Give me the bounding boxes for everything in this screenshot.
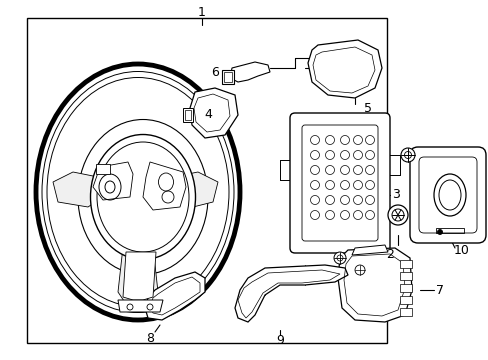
Text: 1: 1 — [198, 5, 205, 18]
FancyBboxPatch shape — [289, 113, 389, 253]
Ellipse shape — [36, 64, 240, 320]
Bar — [183, 108, 193, 122]
FancyBboxPatch shape — [409, 147, 485, 243]
Ellipse shape — [437, 230, 442, 234]
Polygon shape — [168, 172, 218, 207]
Text: 8: 8 — [146, 332, 154, 345]
Ellipse shape — [78, 120, 207, 274]
Text: 6: 6 — [211, 66, 219, 78]
Polygon shape — [93, 162, 133, 200]
Polygon shape — [118, 300, 163, 312]
Text: 4: 4 — [203, 108, 211, 122]
Ellipse shape — [127, 304, 133, 310]
Ellipse shape — [354, 265, 364, 275]
Bar — [399, 296, 411, 304]
Bar — [435, 228, 463, 233]
Bar — [184, 110, 191, 120]
Ellipse shape — [391, 209, 403, 221]
Text: 3: 3 — [391, 189, 399, 202]
Bar — [399, 284, 411, 292]
Polygon shape — [229, 62, 269, 82]
Text: 5: 5 — [363, 102, 371, 114]
Bar — [399, 272, 411, 280]
Bar — [399, 260, 411, 268]
Text: 2: 2 — [385, 248, 393, 261]
Polygon shape — [145, 272, 204, 320]
Polygon shape — [190, 88, 238, 138]
Ellipse shape — [147, 304, 153, 310]
Polygon shape — [142, 162, 185, 210]
Polygon shape — [307, 40, 381, 98]
Bar — [222, 70, 234, 84]
Bar — [27, 18, 386, 343]
Ellipse shape — [404, 152, 411, 158]
Polygon shape — [53, 172, 103, 207]
Polygon shape — [337, 248, 411, 322]
Bar — [96, 164, 110, 174]
Polygon shape — [118, 247, 158, 307]
Ellipse shape — [333, 252, 346, 264]
Bar — [399, 308, 411, 316]
Ellipse shape — [387, 205, 407, 225]
Text: 9: 9 — [276, 333, 284, 346]
Polygon shape — [123, 252, 156, 300]
Polygon shape — [235, 265, 347, 322]
Text: 7: 7 — [435, 284, 443, 297]
Ellipse shape — [400, 148, 414, 162]
Text: 10: 10 — [453, 243, 469, 256]
Bar — [224, 72, 231, 82]
Ellipse shape — [90, 135, 195, 260]
Ellipse shape — [336, 255, 342, 261]
Polygon shape — [351, 245, 387, 255]
